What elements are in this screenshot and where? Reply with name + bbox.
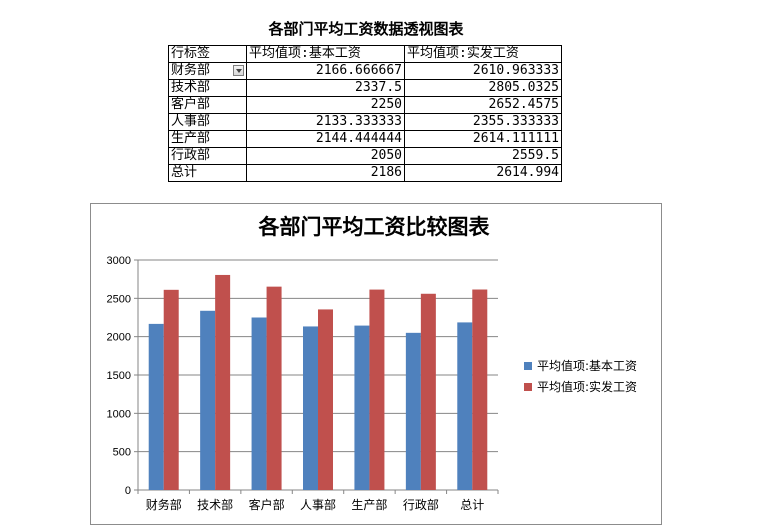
pivot-row-label: 技术部 (168, 79, 247, 97)
x-tick-label: 行政部 (403, 497, 439, 512)
pivot-title: 各部门平均工资数据透视图表 (268, 20, 464, 38)
pivot-header-cell: 平均值项:实发工资 (404, 45, 562, 63)
y-tick-label: 0 (125, 485, 131, 497)
bar (354, 325, 370, 490)
legend-swatch (524, 362, 532, 370)
y-tick-label: 3000 (107, 255, 131, 267)
bar (472, 289, 488, 490)
pivot-value-cell: 2144.444444 (246, 130, 405, 148)
pivot-value-cell: 2186 (246, 164, 405, 182)
pivot-row-label: 客户部 (168, 96, 247, 114)
pivot-header-row: 行标签 平均值项:基本工资 平均值项:实发工资 (168, 45, 562, 63)
pivot-row-label: 总计 (168, 164, 247, 182)
chart-area[interactable]: 各部门平均工资比较图表 0 500 1000 1500 2000 2500 3000 财务部 技术… (90, 203, 662, 525)
legend-swatch (524, 383, 532, 391)
pivot-row-label: 生产部 (168, 130, 247, 148)
x-tick-label: 客户部 (249, 497, 285, 512)
pivot-header-cell: 平均值项:基本工资 (246, 45, 405, 63)
pivot-row: 生产部 2144.444444 2614.111111 (168, 130, 562, 148)
x-tick-label: 人事部 (300, 497, 336, 512)
y-tick-label: 500 (113, 447, 131, 459)
pivot-row-label: 行政部 (168, 147, 247, 165)
bar (420, 293, 436, 490)
pivot-value-cell: 2614.994 (404, 164, 562, 182)
pivot-value-cell: 2652.4575 (404, 96, 562, 114)
bar (457, 322, 473, 490)
bar (163, 289, 179, 490)
x-tick-label: 技术部 (197, 497, 233, 512)
y-tick-label: 2500 (107, 293, 131, 305)
legend-label: 平均值项:实发工资 (537, 379, 637, 394)
bar (200, 310, 216, 490)
x-tick-label: 财务部 (146, 497, 182, 512)
pivot-row-label: 财务部 (168, 62, 247, 80)
pivot-row: 财务部 2166.666667 2610.963333 (168, 62, 562, 80)
bar (215, 274, 231, 490)
pivot-row: 技术部 2337.5 2805.0325 (168, 79, 562, 97)
pivot-value-cell: 2337.5 (246, 79, 405, 97)
bar (405, 332, 421, 490)
pivot-value-cell: 2355.333333 (404, 113, 562, 131)
pivot-value-cell: 2250 (246, 96, 405, 114)
pivot-value-cell: 2614.111111 (404, 130, 562, 148)
pivot-value-cell: 2805.0325 (404, 79, 562, 97)
bar (303, 326, 318, 490)
bar (266, 286, 282, 490)
pivot-row: 客户部 2250 2652.4575 (168, 96, 562, 114)
pivot-row: 总计 2186 2614.994 (168, 164, 562, 182)
legend-label: 平均值项:基本工资 (537, 358, 637, 373)
bar-chart: 各部门平均工资比较图表 0 500 1000 1500 2000 2500 3000 财务部 技术… (107, 214, 638, 512)
pivot-header-cell: 行标签 (168, 45, 247, 63)
filter-dropdown-icon[interactable] (233, 65, 244, 76)
pivot-value-cell: 2166.666667 (246, 62, 405, 80)
x-tick-label: 总计 (460, 498, 484, 512)
pivot-row: 人事部 2133.333333 2355.333333 (168, 113, 562, 131)
bar (148, 323, 164, 490)
pivot-row-label: 人事部 (168, 113, 247, 131)
bar (318, 309, 333, 490)
pivot-value-cell: 2559.5 (404, 147, 562, 165)
pivot-table: 行标签 平均值项:基本工资 平均值项:实发工资 财务部 2166.666667 2610.… (168, 45, 562, 182)
pivot-row: 行政部 2050 2559.5 (168, 147, 562, 165)
pivot-value-cell: 2050 (246, 147, 405, 165)
y-tick-label: 1000 (107, 408, 131, 420)
y-tick-label: 1500 (107, 370, 131, 382)
x-tick-label: 生产部 (351, 497, 387, 512)
bar (251, 317, 267, 490)
bar (369, 289, 385, 490)
chart-title: 各部门平均工资比较图表 (258, 214, 491, 239)
pivot-value-cell: 2610.963333 (404, 62, 562, 80)
pivot-value-cell: 2133.333333 (246, 113, 405, 131)
y-tick-label: 2000 (107, 332, 131, 344)
